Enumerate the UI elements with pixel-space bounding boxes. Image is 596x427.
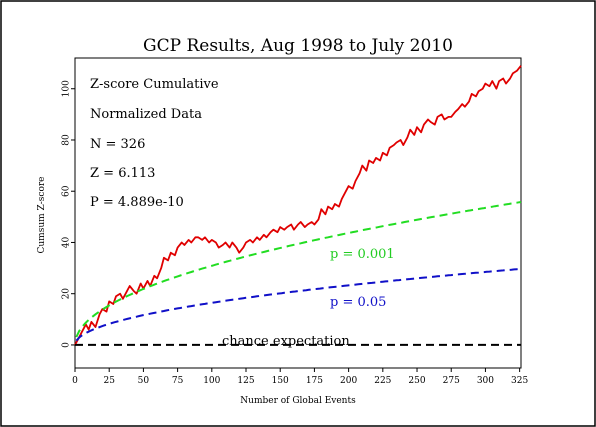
y-axis: 0 20 40 60 80 100 [62,80,75,348]
x-tick-label: 50 [138,376,150,386]
x-tick-label: 125 [237,376,254,386]
x-tick-label: 25 [103,376,115,386]
label-p001: p = 0.001 [330,247,395,262]
stats-block: Z-score Cumulative Normalized Data N = 3… [90,77,219,210]
x-tick-label: 0 [72,376,78,386]
stat-line-normalized: Normalized Data [90,107,202,122]
series-layer [74,65,522,346]
cumsum-line [74,65,522,346]
plot-area: 0 25 50 75 100 125 150 175 200 225 250 275 300 325 0 2… [62,57,528,386]
plot-box [74,57,522,369]
y-tick-label: 100 [62,80,72,97]
x-tick-label: 325 [511,376,528,386]
x-tick-label: 75 [172,376,184,386]
x-tick-label: 175 [306,376,323,386]
x-axis-label: Number of Global Events [240,396,356,406]
x-axis: 0 25 50 75 100 125 150 175 200 225 250 275 300 325 [72,368,528,386]
x-tick-label: 200 [340,376,357,386]
x-tick-label: 250 [408,376,425,386]
x-tick-label: 275 [443,376,460,386]
chart-title: GCP Results, Aug 1998 to July 2010 [143,36,453,56]
x-tick-label: 300 [477,376,494,386]
stat-line-z: Z = 6.113 [90,166,155,181]
y-axis-label: Cumsum Z-score [37,176,47,253]
stat-line-n: N = 326 [90,137,145,152]
envelope-line [75,267,522,342]
stat-line-p: P = 4.889e-10 [90,195,184,210]
y-tick-label: 60 [62,185,72,197]
y-tick-label: 80 [62,134,72,146]
y-tick-label: 40 [62,236,72,248]
x-tick-label: 150 [272,376,289,386]
stat-line-title: Z-score Cumulative [90,77,219,92]
y-tick-label: 0 [62,342,72,348]
x-tick-label: 100 [203,376,220,386]
label-chance: chance expectation [222,334,350,349]
label-p05: p = 0.05 [330,295,386,310]
envelope-line [75,201,522,338]
x-tick-label: 225 [374,376,391,386]
y-tick-label: 20 [62,288,72,300]
